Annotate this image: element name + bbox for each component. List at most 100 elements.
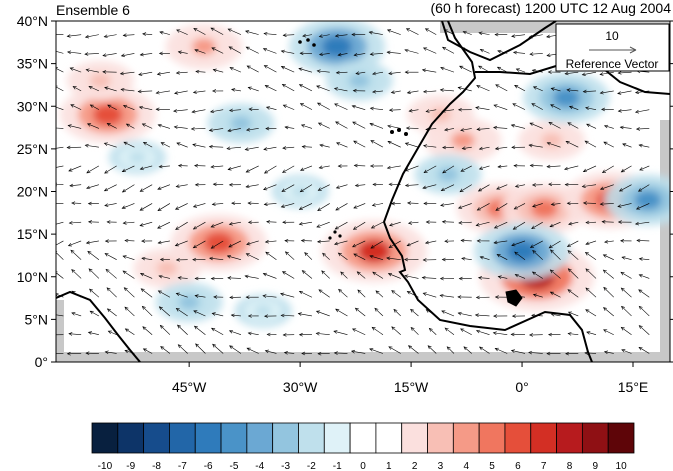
wind-vector-head xyxy=(335,185,340,189)
wind-vector xyxy=(263,273,277,279)
wind-vector xyxy=(621,327,632,335)
colorbar-swatch xyxy=(401,422,428,454)
wind-vector-head xyxy=(546,164,551,169)
wind-vector xyxy=(440,295,455,298)
wind-vector-head xyxy=(68,168,73,172)
wind-vector-head xyxy=(211,312,216,316)
wind-vector-head xyxy=(478,146,483,151)
wind-vector-head xyxy=(319,143,324,148)
wind-vector-head xyxy=(228,222,233,226)
wind-vector xyxy=(585,252,597,260)
wind-vector-head xyxy=(121,168,126,172)
cape-verde-islands xyxy=(328,230,342,240)
wind-vector-head xyxy=(50,333,53,336)
anomaly-core xyxy=(357,239,391,263)
wind-vector-head xyxy=(212,68,217,73)
wind-vector-head xyxy=(510,332,515,337)
wind-vector-head xyxy=(247,331,252,336)
wind-vector xyxy=(602,221,614,223)
wind-vector xyxy=(174,90,188,94)
wind-vector-head xyxy=(479,48,484,53)
wind-vector-head xyxy=(617,71,622,75)
wind-vector xyxy=(104,165,117,174)
lat-tick-label: 25°N xyxy=(17,141,48,157)
wind-vector-head xyxy=(353,53,358,57)
wind-vector-head xyxy=(389,222,394,227)
wind-vector xyxy=(427,345,437,354)
wind-vector xyxy=(391,290,401,298)
wind-vector xyxy=(458,203,472,209)
wind-vector xyxy=(158,240,170,244)
wind-vector-head xyxy=(317,207,322,212)
lat-tick-label: 20°N xyxy=(17,184,48,200)
wind-vector xyxy=(124,306,135,317)
wind-vector-head xyxy=(283,351,288,355)
wind-vector-head xyxy=(244,274,249,279)
wind-vector xyxy=(639,144,650,148)
wind-vector xyxy=(463,31,472,35)
colorbar-label: 2 xyxy=(412,461,418,471)
wind-vector-head xyxy=(529,122,534,126)
wind-vector-head xyxy=(262,272,267,277)
wind-vector-head xyxy=(122,33,127,37)
wind-vector-head xyxy=(513,163,518,168)
wind-vector xyxy=(86,240,99,244)
wind-vector-head xyxy=(405,28,411,32)
wind-vector-head xyxy=(318,289,323,293)
wind-vector-head xyxy=(280,49,285,54)
wind-vector-head xyxy=(390,90,395,94)
wind-vector xyxy=(178,344,188,354)
wind-vector xyxy=(551,87,561,92)
wind-vector-head xyxy=(338,288,343,293)
wind-vector-head xyxy=(564,166,569,171)
wind-vector-head xyxy=(298,290,303,295)
wind-vector-head xyxy=(617,204,622,208)
wind-vector xyxy=(585,287,597,298)
wind-vector xyxy=(176,142,188,148)
wind-vector xyxy=(69,184,82,187)
wind-vector xyxy=(70,104,82,110)
wind-vector xyxy=(56,314,64,317)
wind-vector xyxy=(139,203,153,211)
wind-vector xyxy=(157,221,171,229)
wind-vector xyxy=(476,330,490,336)
missing-data-band-left xyxy=(56,300,64,362)
wind-vector xyxy=(122,270,135,279)
wind-vector-head xyxy=(124,306,129,311)
wind-vector-head xyxy=(424,28,429,32)
wind-vector-head xyxy=(262,48,267,52)
colorbar-swatch xyxy=(556,422,583,454)
wind-vector xyxy=(357,271,366,279)
wind-vector-head xyxy=(406,291,411,295)
wind-vector xyxy=(122,184,135,193)
wind-vector xyxy=(317,70,330,73)
wind-vector xyxy=(229,109,241,111)
wind-vector-head xyxy=(316,85,321,89)
wind-vector-head xyxy=(158,51,163,56)
wind-vector xyxy=(178,51,188,54)
wind-vector-head xyxy=(422,47,428,51)
wind-vector-head xyxy=(226,146,231,151)
wind-vector xyxy=(176,71,188,74)
wind-vector xyxy=(407,90,419,94)
wind-vector xyxy=(386,257,401,260)
wind-vector xyxy=(138,90,153,92)
wind-vector-head xyxy=(194,49,199,53)
wind-vector xyxy=(281,66,295,73)
wind-vector-head xyxy=(460,128,465,132)
wind-vector xyxy=(405,142,419,148)
wind-vector xyxy=(281,184,295,192)
wind-vector xyxy=(600,203,614,205)
colorbar-label: -7 xyxy=(178,461,187,471)
wind-vector-head xyxy=(335,70,340,75)
wind-vector-head xyxy=(494,295,499,299)
wind-vector xyxy=(388,71,401,75)
wind-vector-head xyxy=(228,330,234,334)
wind-vector xyxy=(284,352,295,354)
wind-vector-head xyxy=(210,276,215,281)
wind-vector xyxy=(533,86,543,92)
wind-vector-head xyxy=(582,201,587,205)
wind-vector-head xyxy=(263,147,268,151)
wind-vector-head xyxy=(318,34,323,38)
